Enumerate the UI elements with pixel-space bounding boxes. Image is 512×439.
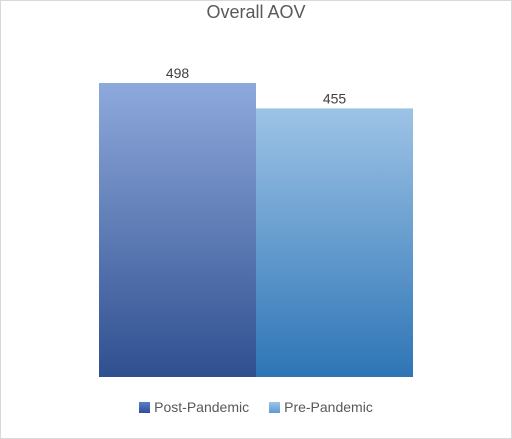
legend-label-pre-pandemic: Pre-Pandemic: [284, 399, 373, 415]
chart-title: Overall AOV: [206, 2, 306, 22]
legend-swatch-pre-pandemic: [269, 401, 281, 413]
bar-post-pandemic: [99, 83, 256, 377]
legend: Post-Pandemic Pre-Pandemic: [0, 399, 512, 415]
data-label-pre-pandemic: 455: [323, 90, 347, 106]
legend-swatch-post-pandemic: [139, 401, 151, 413]
legend-label-post-pandemic: Post-Pandemic: [154, 399, 250, 415]
data-label-post-pandemic: 498: [166, 65, 190, 81]
bar-pre-pandemic: [256, 108, 413, 377]
legend-item-post-pandemic: Post-Pandemic: [139, 399, 249, 415]
legend-item-pre-pandemic: Pre-Pandemic: [269, 399, 373, 415]
